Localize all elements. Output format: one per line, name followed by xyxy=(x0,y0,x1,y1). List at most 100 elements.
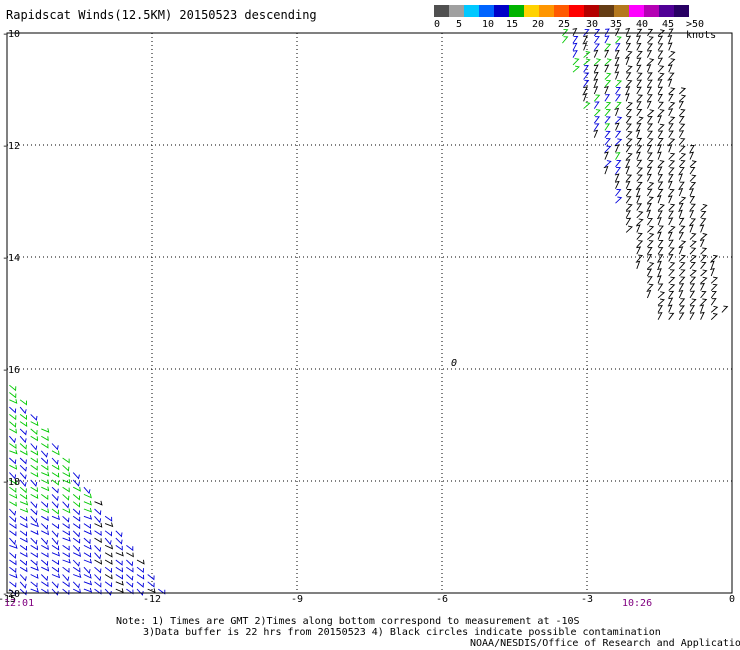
wind-barb xyxy=(678,130,685,138)
wind-barb xyxy=(636,116,644,124)
wind-barb xyxy=(700,203,708,211)
wind-barb xyxy=(51,551,60,557)
wind-barb xyxy=(699,311,705,320)
wind-barb xyxy=(604,160,612,168)
wind-barb xyxy=(136,559,145,565)
colorbar-swatch xyxy=(659,5,674,17)
wind-barb xyxy=(636,167,644,175)
wind-barb xyxy=(19,545,28,551)
wind-barb xyxy=(62,574,70,582)
wind-barb xyxy=(678,109,686,117)
wind-barb xyxy=(19,406,27,415)
wind-barb xyxy=(657,138,664,146)
wind-barb xyxy=(615,49,620,58)
wind-barb xyxy=(689,167,696,175)
wind-barb xyxy=(667,180,673,189)
wind-barb xyxy=(657,86,664,95)
wind-barb xyxy=(582,42,588,51)
wind-barb xyxy=(51,508,59,515)
wind-barb xyxy=(604,58,612,66)
wind-barb xyxy=(646,209,652,218)
wind-barb xyxy=(636,159,643,168)
colorbar-swatch xyxy=(629,5,644,17)
wind-barb xyxy=(9,449,18,455)
wind-barb xyxy=(647,144,653,153)
wind-barb xyxy=(657,239,664,248)
wind-barb xyxy=(625,65,633,73)
wind-barb xyxy=(636,42,642,51)
wind-barb xyxy=(689,290,696,299)
y-tick-label: -14 xyxy=(2,253,20,264)
wind-barb xyxy=(62,523,70,529)
wind-barb xyxy=(19,494,28,500)
wind-barb xyxy=(83,558,92,564)
colorbar-swatch xyxy=(599,5,614,17)
wind-barb xyxy=(9,515,17,523)
wind-barb xyxy=(9,566,17,573)
wind-barb xyxy=(94,516,102,524)
wind-barb xyxy=(126,552,134,558)
wind-barb xyxy=(19,566,28,573)
wind-barb xyxy=(126,588,134,595)
x-axis-ticks: -15 -12 -9 -6 -3 0 xyxy=(0,594,735,605)
wind-barb xyxy=(51,588,59,596)
wind-barb xyxy=(625,27,631,36)
wind-barb xyxy=(583,35,589,44)
wind-barb xyxy=(689,305,695,313)
wind-barb xyxy=(72,508,81,516)
wind-barb xyxy=(699,304,705,313)
wind-barb xyxy=(593,71,599,80)
wind-barb xyxy=(104,566,113,573)
wind-barb xyxy=(583,28,590,37)
wind-barb xyxy=(625,196,632,204)
wind-barb xyxy=(572,36,579,44)
east-swath xyxy=(562,27,729,321)
wind-barb xyxy=(115,559,123,566)
wind-barb xyxy=(625,42,632,51)
wind-barb xyxy=(635,187,641,197)
wind-barb xyxy=(710,260,715,269)
wind-barb xyxy=(625,101,633,109)
wind-barb xyxy=(647,72,653,80)
wind-barb xyxy=(40,457,49,465)
wind-barb xyxy=(83,587,93,593)
wind-barb xyxy=(657,57,664,66)
wind-barb xyxy=(668,152,676,160)
wind-barb xyxy=(593,58,602,66)
wind-barb xyxy=(636,211,644,219)
wind-barb xyxy=(94,581,102,588)
wind-barb xyxy=(94,574,102,582)
wind-barb xyxy=(647,283,654,291)
wind-barb xyxy=(51,566,59,573)
wind-barb xyxy=(593,101,600,109)
colorbar-label: 20 xyxy=(532,19,545,30)
wind-barb xyxy=(19,581,27,589)
wind-barb xyxy=(604,35,610,44)
wind-barb xyxy=(636,57,642,66)
wind-barb xyxy=(104,552,113,558)
wind-barb xyxy=(636,240,644,248)
wind-barb xyxy=(104,574,113,580)
wind-barb xyxy=(51,457,59,465)
colorbar-swatch xyxy=(509,5,524,17)
colorbar-swatch xyxy=(449,5,464,17)
wind-barb xyxy=(625,189,632,197)
wind-barb xyxy=(710,290,717,299)
wind-barb xyxy=(656,275,662,284)
wind-barb xyxy=(9,493,18,499)
wind-barb xyxy=(30,443,38,451)
wind-barb xyxy=(593,49,599,58)
wind-barb xyxy=(83,537,91,545)
wind-barb xyxy=(678,87,687,95)
wind-barb xyxy=(636,50,643,58)
wind-barb xyxy=(678,298,686,306)
wind-barb xyxy=(635,195,641,204)
wind-barb xyxy=(700,298,708,306)
wind-barb xyxy=(115,530,123,538)
y-axis-ticks: -10 -12 -14 -16 -18 -20 xyxy=(2,29,20,600)
wind-barb xyxy=(9,399,18,404)
wind-barb xyxy=(647,138,654,146)
wind-barb xyxy=(656,151,662,160)
wind-barb xyxy=(668,239,674,248)
wind-barb xyxy=(615,28,620,37)
